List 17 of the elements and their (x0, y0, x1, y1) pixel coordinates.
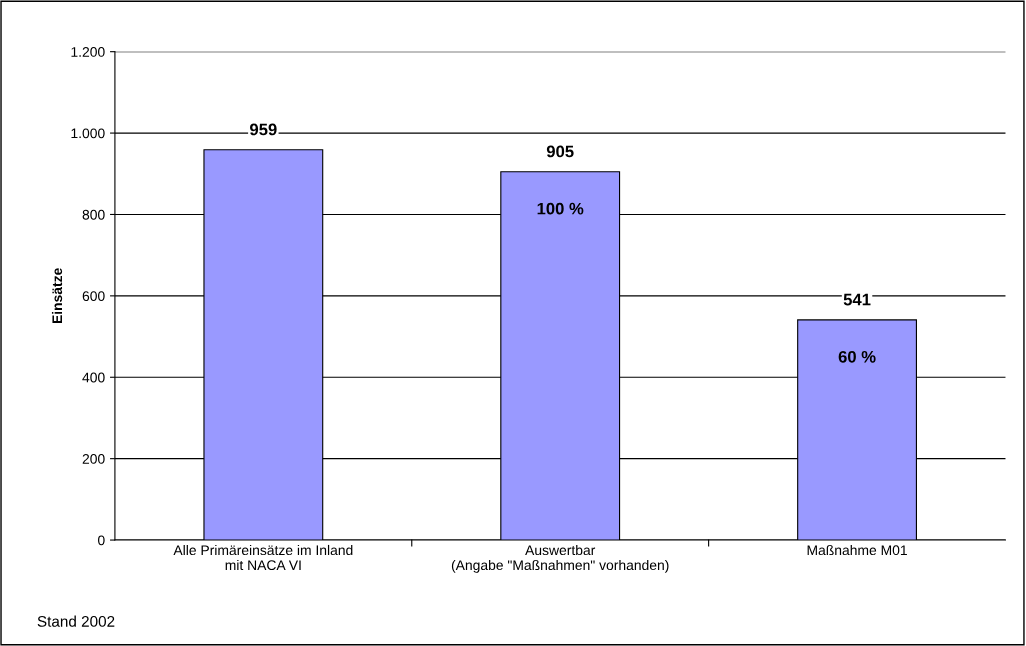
y-tick-label: 600 (82, 291, 105, 302)
x-tick-label: Maßnahme M01 (807, 544, 907, 556)
y-tick-label: 1.000 (71, 128, 105, 139)
y-tick-label: 400 (82, 372, 105, 383)
annotation: 100 % (537, 202, 584, 215)
y-tick-label: 1.200 (71, 47, 105, 57)
data-label: 959 (250, 123, 277, 136)
y-axis-title: Einsätze (51, 268, 63, 324)
y-tick-label: 800 (82, 209, 105, 220)
data-label: 541 (843, 293, 871, 306)
text: Stand 2002 (37, 615, 115, 627)
data-label: 905 (546, 145, 574, 158)
y-tick-label: 0 (98, 535, 105, 546)
y-tick-label: 200 (82, 453, 105, 464)
x-tick-label: Auswertbar (Angabe "Maßnahmen" vorhanden) (451, 544, 669, 573)
x-tick-label: Alle Primäreinsätze im Inland mit NACA VI (173, 544, 353, 571)
annotation: 60 % (838, 350, 876, 363)
